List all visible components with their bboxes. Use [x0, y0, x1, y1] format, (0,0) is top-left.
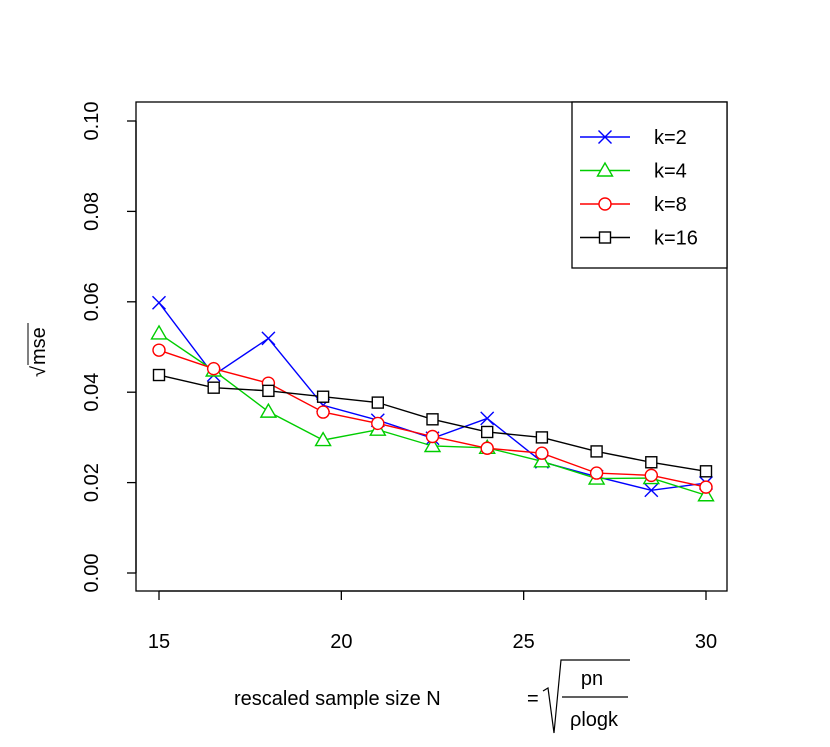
data-point — [152, 343, 166, 357]
data-point — [481, 425, 494, 439]
data-point — [533, 452, 551, 468]
x-tick-label: 25 — [513, 631, 535, 653]
data-point — [314, 431, 332, 447]
legend-item: k=16 — [580, 228, 698, 250]
x-axis-title-denominator: ρlogk — [570, 709, 619, 731]
series-line — [158, 302, 707, 491]
data-point — [535, 446, 549, 460]
legend: k=2 k=4 k=8 k=16 — [571, 101, 728, 269]
data-point — [262, 384, 275, 398]
data-point — [259, 402, 278, 418]
data-point — [425, 429, 440, 444]
y-tick-label: 0.00 — [81, 554, 103, 593]
data-point — [699, 480, 713, 494]
series-k=16 — [152, 368, 713, 478]
x-tick-label: 20 — [330, 631, 352, 653]
data-point — [589, 466, 604, 480]
y-tick-label: 0.02 — [81, 463, 103, 502]
y-tick-label: 0.06 — [81, 282, 103, 321]
data-point — [590, 445, 603, 458]
series-layer — [150, 295, 715, 502]
data-point — [150, 324, 168, 340]
x-axis-title-equals: = — [527, 688, 539, 710]
data-point — [316, 405, 330, 419]
series-k=8 — [152, 343, 713, 494]
legend-item: k=8 — [580, 194, 687, 216]
data-point — [480, 441, 494, 455]
legend-marker-b — [598, 130, 612, 144]
data-point — [371, 416, 385, 431]
y-tick-label: 0.04 — [81, 373, 103, 412]
y-axis-title-radical: √ — [28, 366, 50, 377]
x-axis: 15 20 25 30 — [148, 590, 717, 653]
data-point — [152, 368, 166, 382]
y-tick-label: 0.08 — [81, 192, 103, 231]
x-axis-title-numerator: pn — [581, 668, 603, 690]
legend-label: k=16 — [654, 228, 698, 250]
data-point-b — [480, 411, 495, 426]
legend-item: k=4 — [580, 161, 687, 183]
y-tick-label: 0.10 — [81, 102, 103, 141]
data-point-b — [152, 295, 166, 310]
data-point — [645, 456, 658, 469]
series-k=2 — [152, 295, 713, 498]
data-point — [423, 437, 442, 453]
y-axis-title-text: mse — [28, 327, 50, 365]
data-point-b — [644, 483, 659, 498]
data-point — [644, 468, 658, 483]
x-tick-label: 30 — [695, 631, 717, 653]
x-tick-label: 15 — [148, 631, 170, 653]
legend-label: k=8 — [654, 194, 687, 216]
x-axis-title: rescaled sample size N = pn ρlogk — [234, 659, 630, 734]
legend-label: k=4 — [654, 161, 687, 183]
data-point — [316, 390, 330, 403]
legend-marker — [598, 197, 612, 211]
x-axis-title-radical — [542, 659, 630, 734]
y-axis-title: √ mse — [27, 323, 50, 377]
x-axis-title-text: rescaled sample size N — [234, 688, 441, 710]
legend-box — [571, 101, 728, 269]
data-point-b — [261, 331, 276, 346]
data-point — [697, 486, 715, 502]
data-point — [535, 431, 549, 444]
data-point — [426, 413, 439, 426]
data-point — [206, 361, 221, 376]
data-point — [699, 465, 713, 478]
legend-item: k=2 — [580, 127, 687, 149]
legend-label: k=2 — [654, 127, 687, 149]
legend-marker — [596, 161, 614, 177]
data-point — [371, 396, 384, 409]
y-axis: 0.00 0.02 0.04 0.06 0.08 0.10 — [81, 102, 137, 593]
data-point — [207, 381, 220, 394]
legend-marker — [598, 231, 612, 244]
